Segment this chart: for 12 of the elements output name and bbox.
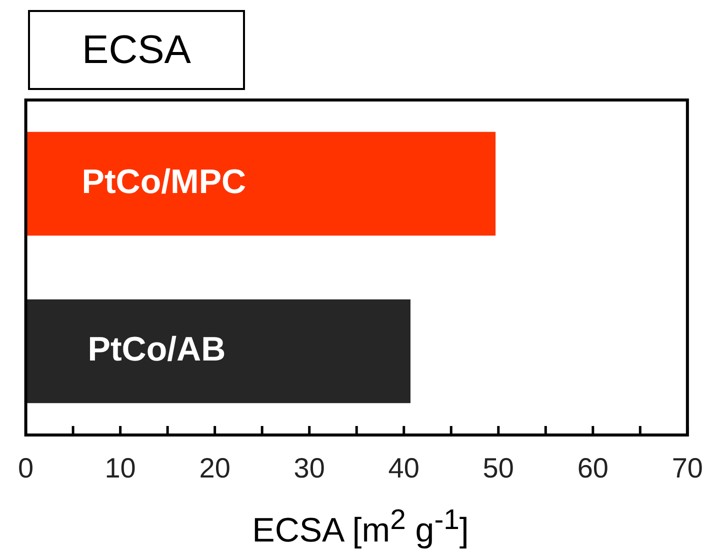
- x-tick-label: 20: [199, 452, 230, 484]
- x-tick-label: 30: [294, 452, 325, 484]
- y-tick-label: PtCo/MPC: [82, 163, 246, 202]
- x-tick-label: 0: [18, 452, 34, 484]
- x-tick-label: 50: [482, 452, 514, 484]
- y-tick-label: PtCo/AB: [88, 330, 226, 369]
- x-axis-title: ECSA [m$^{2}$ g$^{-1}$]: [251, 503, 470, 550]
- x-tick-label: 10: [104, 452, 136, 484]
- x-tick-label: 60: [577, 452, 608, 484]
- chart-title: ECSA: [28, 10, 245, 90]
- x-tick-label: 40: [388, 452, 420, 484]
- x-tick-label: 70: [672, 452, 704, 484]
